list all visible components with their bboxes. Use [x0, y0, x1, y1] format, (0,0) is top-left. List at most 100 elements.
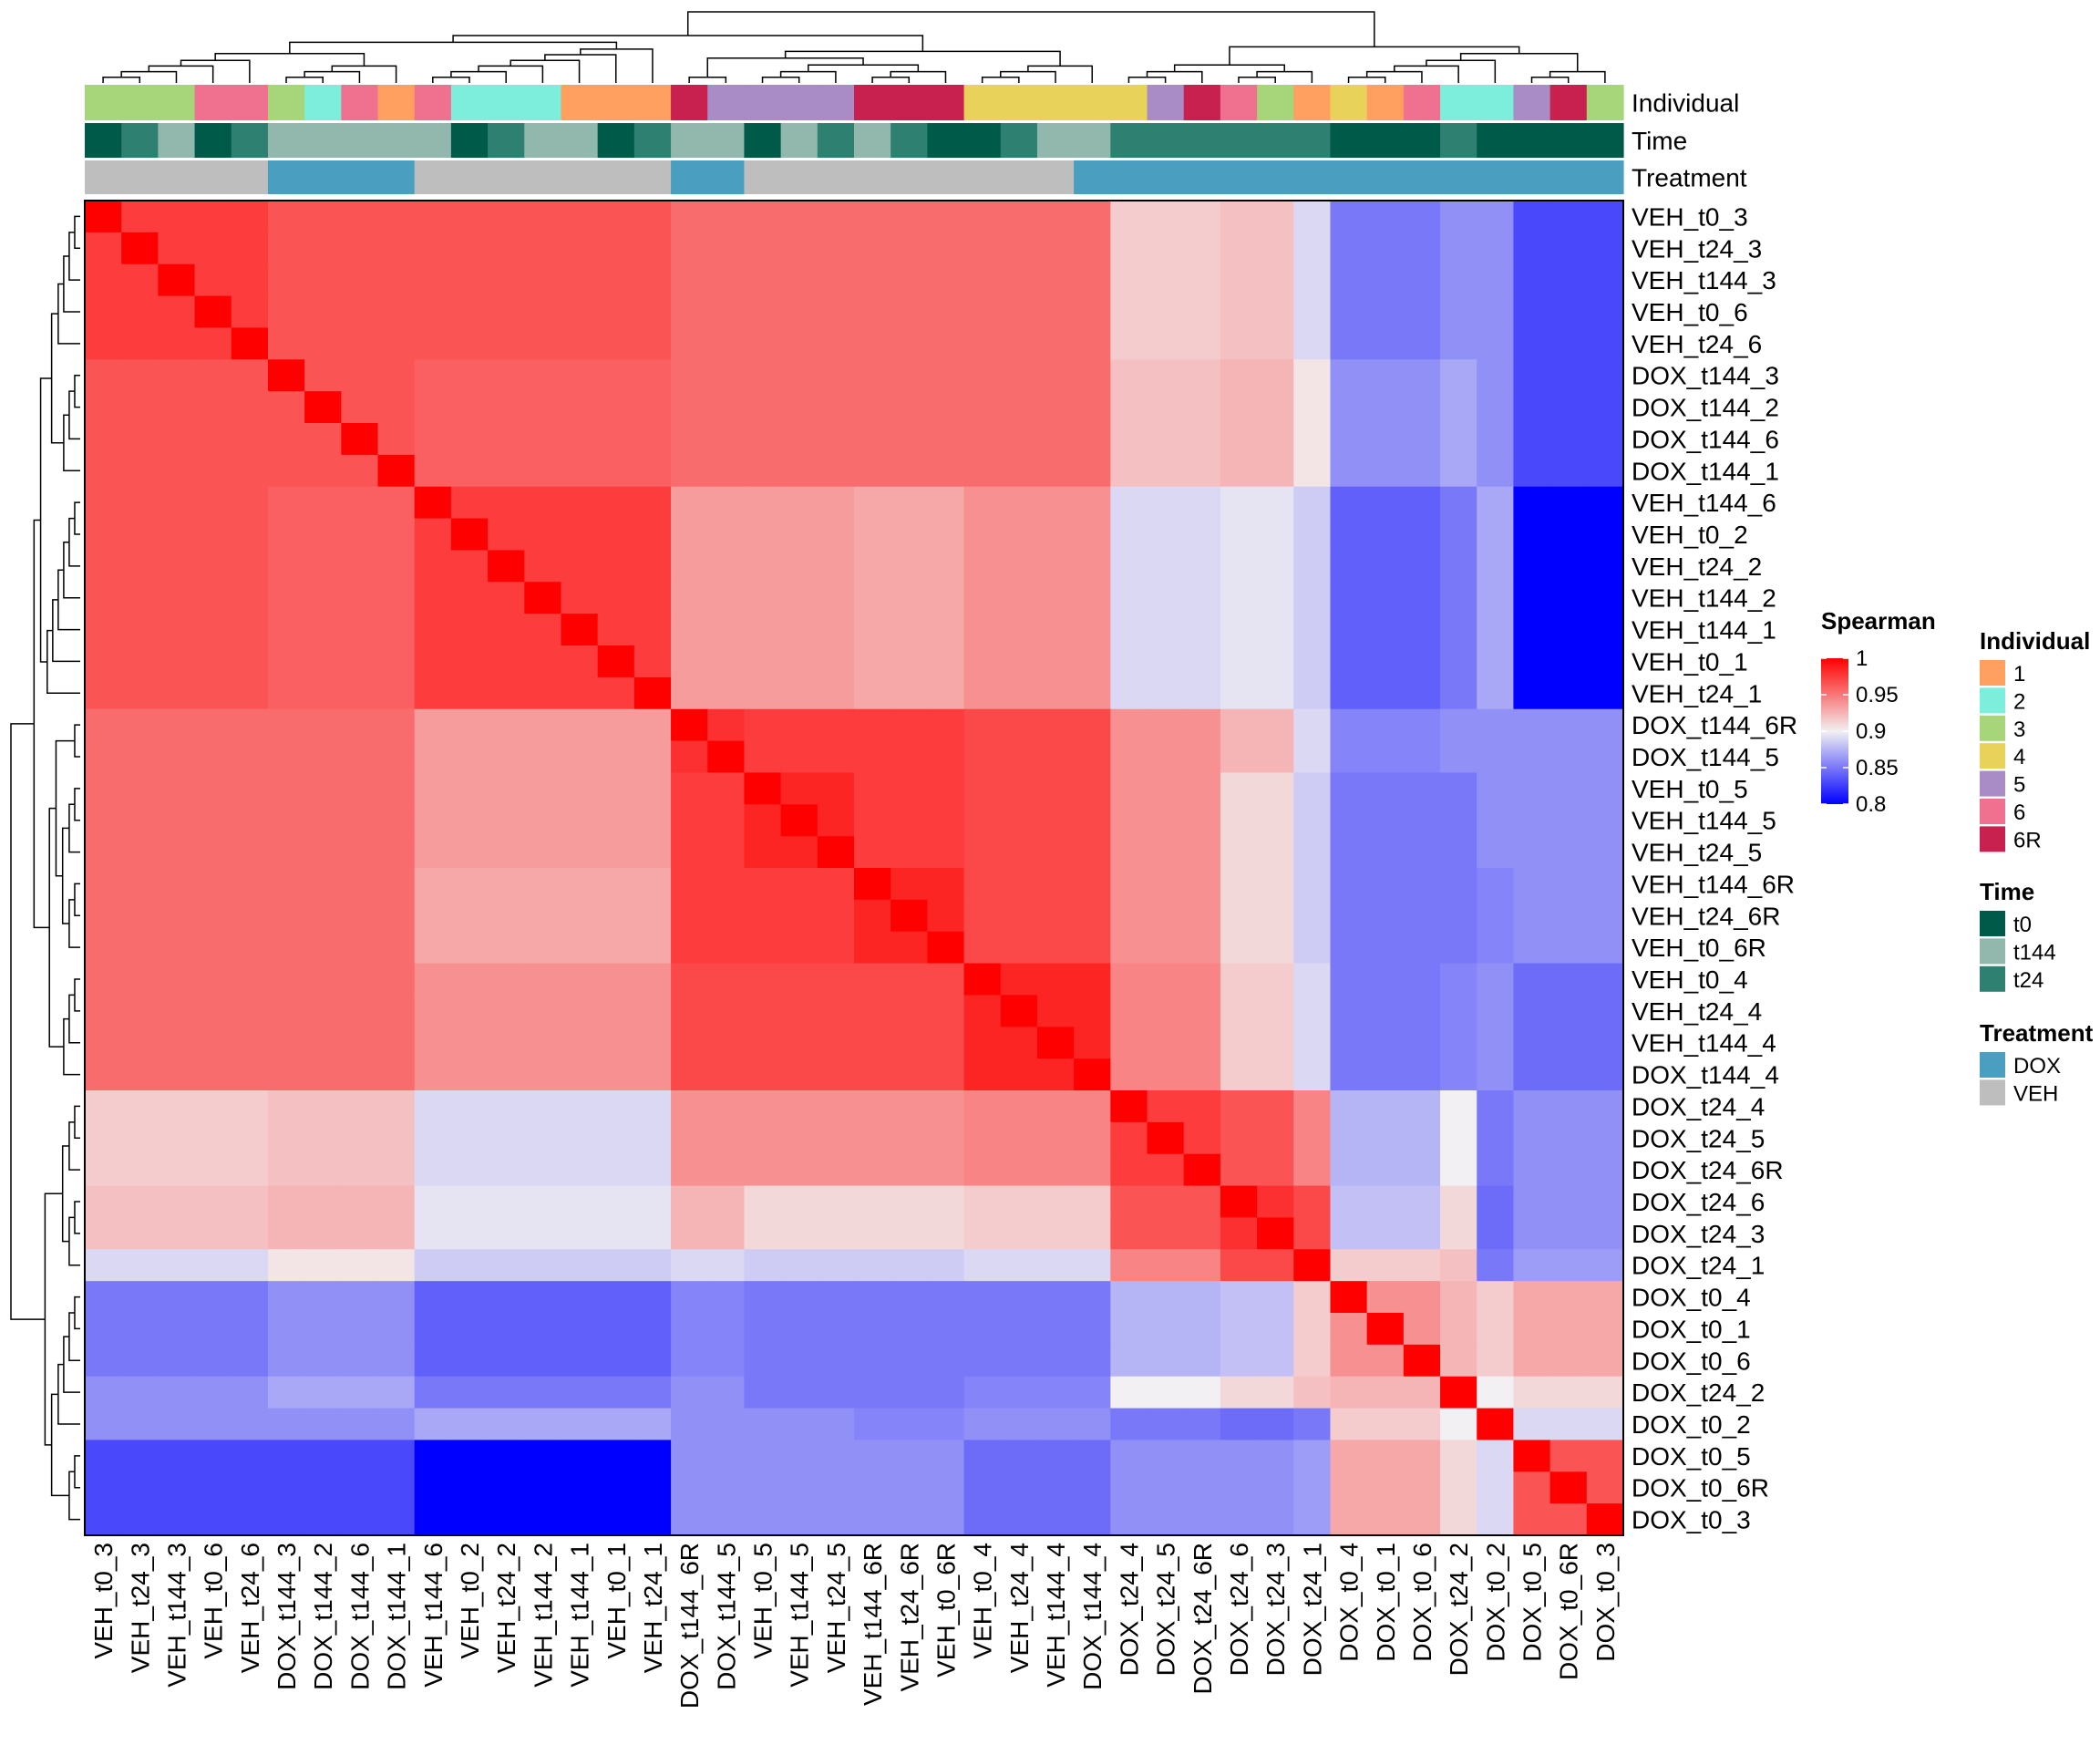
- heatmap-cell: [1440, 201, 1477, 233]
- heatmap-cell: [963, 263, 1002, 297]
- heatmap-cell: [1513, 518, 1551, 552]
- heatmap-cell: [1183, 201, 1221, 233]
- heatmap-cell: [304, 1376, 342, 1409]
- heatmap-cell: [561, 295, 599, 329]
- heatmap-cell: [341, 391, 379, 424]
- heatmap-cell: [1147, 1503, 1185, 1536]
- annotation-cell-treatment: [561, 160, 599, 194]
- heatmap-cell: [488, 1249, 525, 1282]
- heatmap-cell: [267, 1090, 305, 1123]
- heatmap-cell: [231, 963, 269, 996]
- heatmap-cell: [1477, 931, 1515, 965]
- heatmap-cell: [1549, 1471, 1588, 1504]
- colorbar-title: Spearman: [1821, 607, 1936, 635]
- heatmap-cell: [1440, 1153, 1477, 1187]
- heatmap-cell: [1330, 868, 1368, 901]
- heatmap-cell: [1477, 1153, 1515, 1187]
- heatmap-cell: [744, 1281, 782, 1314]
- annotation-cell-treatment: [267, 160, 305, 194]
- heatmap-cell: [890, 1249, 928, 1282]
- annotation-cell-treatment: [414, 160, 452, 194]
- heatmap-cell: [890, 232, 928, 265]
- heatmap-cell: [304, 423, 342, 456]
- heatmap-cell: [1330, 740, 1368, 774]
- annotation-cell-individual: [927, 85, 965, 120]
- heatmap-cell: [1330, 201, 1368, 233]
- heatmap-cell: [304, 772, 342, 805]
- heatmap-cell: [1257, 1090, 1294, 1123]
- heatmap-cell: [744, 518, 782, 552]
- column-label: DOX_t24_6R: [1189, 1543, 1217, 1695]
- heatmap-cell: [890, 201, 928, 233]
- legend-swatch: [1980, 911, 2005, 936]
- heatmap-cell: [597, 1058, 635, 1091]
- annotation-cell-treatment: [963, 160, 1002, 194]
- heatmap-cell: [1440, 1027, 1477, 1059]
- heatmap-cell: [671, 518, 708, 552]
- annotation-cell-treatment: [707, 160, 746, 194]
- heatmap-cell: [597, 708, 635, 742]
- heatmap-cell: [1366, 1440, 1405, 1472]
- dendrogram-branch: [289, 41, 618, 54]
- heatmap-cell: [414, 486, 452, 520]
- heatmap-cell: [597, 582, 635, 614]
- heatmap-cell: [1293, 836, 1332, 869]
- heatmap-cell: [1220, 486, 1258, 520]
- heatmap-cell: [1036, 391, 1075, 424]
- heatmap-cell: [85, 1217, 122, 1250]
- heatmap-cell: [1549, 772, 1588, 805]
- heatmap-cell: [1293, 486, 1332, 520]
- heatmap-cell: [633, 1471, 672, 1504]
- heatmap-cell: [1000, 359, 1038, 392]
- heatmap-cell: [1330, 772, 1368, 805]
- heatmap-cell: [963, 931, 1002, 965]
- heatmap-cell: [744, 359, 782, 392]
- heatmap-cell: [1220, 263, 1258, 297]
- heatmap-cell: [927, 804, 965, 837]
- heatmap-cell: [1110, 518, 1148, 552]
- dendrogram-branch: [871, 77, 911, 83]
- heatmap-cell: [304, 232, 342, 265]
- heatmap-cell: [1110, 359, 1148, 392]
- heatmap-cell: [341, 1344, 379, 1378]
- heatmap-cell: [1366, 423, 1405, 456]
- heatmap-cell: [1036, 518, 1075, 552]
- heatmap-cell: [890, 486, 928, 520]
- heatmap-cell: [561, 232, 599, 265]
- heatmap-cell: [1330, 1440, 1368, 1472]
- heatmap-cell: [1257, 1281, 1294, 1314]
- heatmap-cell: [524, 423, 562, 456]
- heatmap-cell: [707, 1313, 746, 1346]
- row-label: DOX_t24_1: [1632, 1252, 1765, 1280]
- heatmap-cell: [158, 232, 196, 265]
- heatmap-cell: [1147, 836, 1185, 869]
- heatmap-cell: [231, 1344, 269, 1378]
- heatmap-cell: [963, 1058, 1002, 1091]
- heatmap-cell: [341, 804, 379, 837]
- heatmap-cell: [1513, 359, 1551, 392]
- heatmap-cell: [854, 327, 891, 360]
- heatmap-cell: [267, 1281, 305, 1314]
- heatmap-cell: [1477, 582, 1515, 614]
- heatmap-cell: [194, 645, 232, 678]
- heatmap-cell: [817, 1344, 855, 1378]
- heatmap-cell: [1220, 1440, 1258, 1472]
- heatmap-cell: [1330, 995, 1368, 1027]
- heatmap-cell: [744, 931, 782, 965]
- heatmap-cell: [780, 1185, 818, 1219]
- dendrogram-branch: [102, 77, 141, 83]
- heatmap-cell: [1220, 327, 1258, 360]
- heatmap-cell: [1513, 1281, 1551, 1314]
- heatmap-cell: [854, 232, 891, 265]
- heatmap-cell: [1000, 645, 1038, 678]
- heatmap-cell: [194, 550, 232, 583]
- heatmap-cell: [1036, 1217, 1075, 1250]
- heatmap-cell: [414, 454, 452, 488]
- heatmap-cell: [1549, 868, 1588, 901]
- heatmap-cell: [927, 582, 965, 614]
- heatmap-cell: [1000, 772, 1038, 805]
- heatmap-cell: [1147, 550, 1185, 583]
- heatmap-cell: [1330, 836, 1368, 869]
- heatmap-cell: [890, 1217, 928, 1250]
- heatmap-cell: [1330, 614, 1368, 646]
